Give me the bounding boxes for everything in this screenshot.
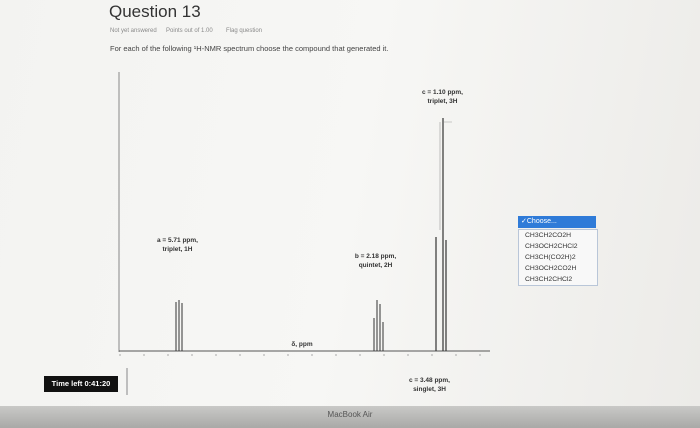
spectrum	[118, 72, 490, 395]
dropdown-option[interactable]: CH3OCH2CHCl2	[525, 243, 578, 250]
dropdown-option[interactable]: CH3CH(CO2H)2	[525, 254, 576, 261]
peak-c	[435, 118, 447, 351]
dropdown-option[interactable]: CH3OCH2CO2H	[525, 265, 577, 272]
shift: b = 2.18 ppm,	[354, 253, 397, 260]
shift: c = 3.48 ppm,	[408, 377, 450, 384]
peak-label: b = 2.18 ppm, quintet, 2H	[338, 252, 413, 270]
points: Points out of 1.00	[166, 28, 213, 34]
flag-question[interactable]: Flag question	[226, 28, 263, 34]
screen: Question 13 Not yet answered Points out …	[0, 0, 700, 408]
peak-label: c = 1.10 ppm, triplet, 3H	[405, 88, 480, 106]
shift: c = 1.10 ppm,	[421, 89, 463, 96]
multiplicity: quintet, 2H	[358, 262, 393, 269]
dropdown-option[interactable]: CH3CH2CHCl2	[525, 276, 573, 283]
shift: a = 5.71 ppm,	[156, 237, 198, 244]
question-title: Question 13	[109, 2, 201, 21]
prompt: For each of the following ¹H-NMR spectru…	[110, 44, 389, 53]
multiplicity: triplet, 3H	[427, 98, 458, 105]
timer: Time left 0:41:20	[44, 376, 118, 392]
axis-label: δ, ppm	[291, 341, 313, 348]
peak-label: a = 5.71 ppm, triplet, 1H	[140, 236, 215, 254]
peak-b	[373, 300, 384, 351]
dropdown-selected[interactable]: ✓Choose...	[518, 216, 596, 228]
bezel	[0, 406, 700, 428]
brand: MacBook Air	[327, 410, 373, 419]
multiplicity: singlet, 3H	[413, 386, 446, 393]
peak-a	[175, 300, 183, 351]
peak-label: c = 3.48 ppm, singlet, 3H	[392, 376, 467, 394]
dropdown-option[interactable]: CH3CH2CO2H	[525, 232, 572, 239]
integration	[439, 121, 452, 230]
dropdown-list: CH3CH2CO2H CH3OCH2CHCl2 CH3CH(CO2H)2 CH3OCH…	[518, 229, 598, 286]
status: Not yet answered	[110, 28, 157, 34]
multiplicity: triplet, 1H	[162, 246, 193, 253]
